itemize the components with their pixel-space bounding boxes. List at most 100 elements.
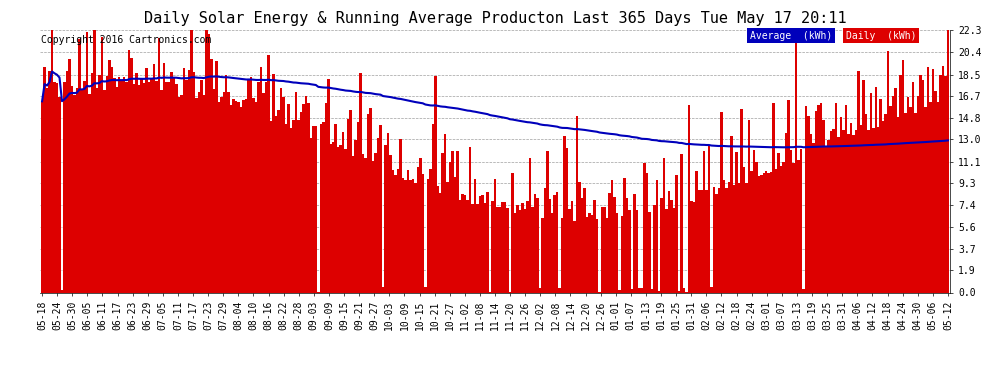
Bar (354, 140, 356, 292)
Bar (101, 37, 103, 292)
Bar (904, 112, 907, 292)
Bar (755, 162, 757, 292)
Bar (650, 288, 653, 292)
Bar (937, 102, 940, 292)
Bar (946, 30, 949, 292)
Bar (835, 102, 838, 292)
Bar (830, 131, 833, 292)
Bar (840, 117, 842, 292)
Bar (504, 202, 506, 292)
Bar (606, 218, 608, 292)
Bar (172, 78, 175, 292)
Bar (349, 110, 351, 292)
Bar (922, 80, 925, 292)
Bar (307, 104, 310, 292)
Bar (747, 120, 750, 292)
Bar (941, 66, 944, 292)
Bar (412, 179, 414, 292)
Bar (167, 82, 170, 292)
Bar (608, 194, 611, 292)
Bar (78, 39, 80, 292)
Bar (802, 289, 805, 292)
Bar (658, 291, 660, 292)
Bar (626, 198, 628, 292)
Bar (248, 79, 249, 292)
Bar (877, 127, 879, 292)
Bar (240, 107, 243, 292)
Bar (387, 134, 389, 292)
Bar (91, 73, 93, 292)
Bar (98, 75, 101, 292)
Bar (198, 92, 200, 292)
Bar (521, 202, 524, 292)
Bar (146, 68, 148, 292)
Bar (417, 167, 419, 292)
Bar (805, 106, 807, 292)
Bar (213, 89, 215, 292)
Bar (432, 124, 434, 292)
Bar (828, 140, 830, 292)
Bar (833, 129, 835, 292)
Text: Copyright 2016 Cartronics.com: Copyright 2016 Cartronics.com (42, 35, 212, 45)
Bar (152, 64, 155, 292)
Bar (700, 190, 703, 292)
Bar (427, 179, 429, 292)
Bar (369, 108, 372, 292)
Bar (330, 144, 332, 292)
Bar (531, 207, 534, 292)
Bar (342, 132, 345, 292)
Bar (399, 139, 402, 292)
Bar (49, 71, 50, 292)
Bar (499, 207, 501, 292)
Bar (220, 97, 223, 292)
Bar (780, 166, 782, 292)
Bar (698, 190, 700, 292)
Bar (760, 175, 762, 292)
Bar (639, 288, 641, 292)
Bar (160, 90, 162, 292)
Bar (944, 76, 946, 292)
Bar (542, 218, 544, 292)
Bar (935, 91, 937, 292)
Bar (925, 107, 927, 292)
Bar (302, 104, 305, 292)
Bar (668, 191, 670, 292)
Bar (641, 288, 644, 292)
Bar (623, 178, 626, 292)
Bar (675, 175, 678, 292)
Bar (103, 90, 106, 292)
Bar (162, 63, 165, 292)
Bar (902, 60, 904, 292)
Bar (190, 30, 193, 292)
Bar (705, 190, 708, 292)
Bar (481, 195, 484, 292)
Bar (235, 101, 238, 292)
Bar (193, 72, 195, 292)
Bar (277, 110, 280, 292)
Bar (561, 217, 563, 292)
Bar (618, 290, 621, 292)
Bar (305, 96, 307, 292)
Bar (359, 73, 362, 292)
Bar (374, 153, 377, 292)
Bar (568, 209, 571, 292)
Bar (297, 120, 300, 292)
Bar (218, 102, 220, 292)
Bar (665, 209, 668, 292)
Bar (131, 58, 133, 292)
Bar (899, 75, 902, 292)
Bar (215, 61, 218, 292)
Bar (825, 147, 828, 292)
Bar (583, 188, 586, 292)
Bar (511, 173, 514, 292)
Bar (141, 78, 143, 292)
Bar (731, 136, 733, 292)
Bar (593, 200, 596, 292)
Bar (464, 195, 466, 292)
Bar (454, 177, 456, 292)
Bar (501, 202, 504, 292)
Bar (195, 99, 198, 292)
Bar (750, 171, 752, 292)
Bar (723, 180, 726, 292)
Bar (461, 194, 464, 292)
